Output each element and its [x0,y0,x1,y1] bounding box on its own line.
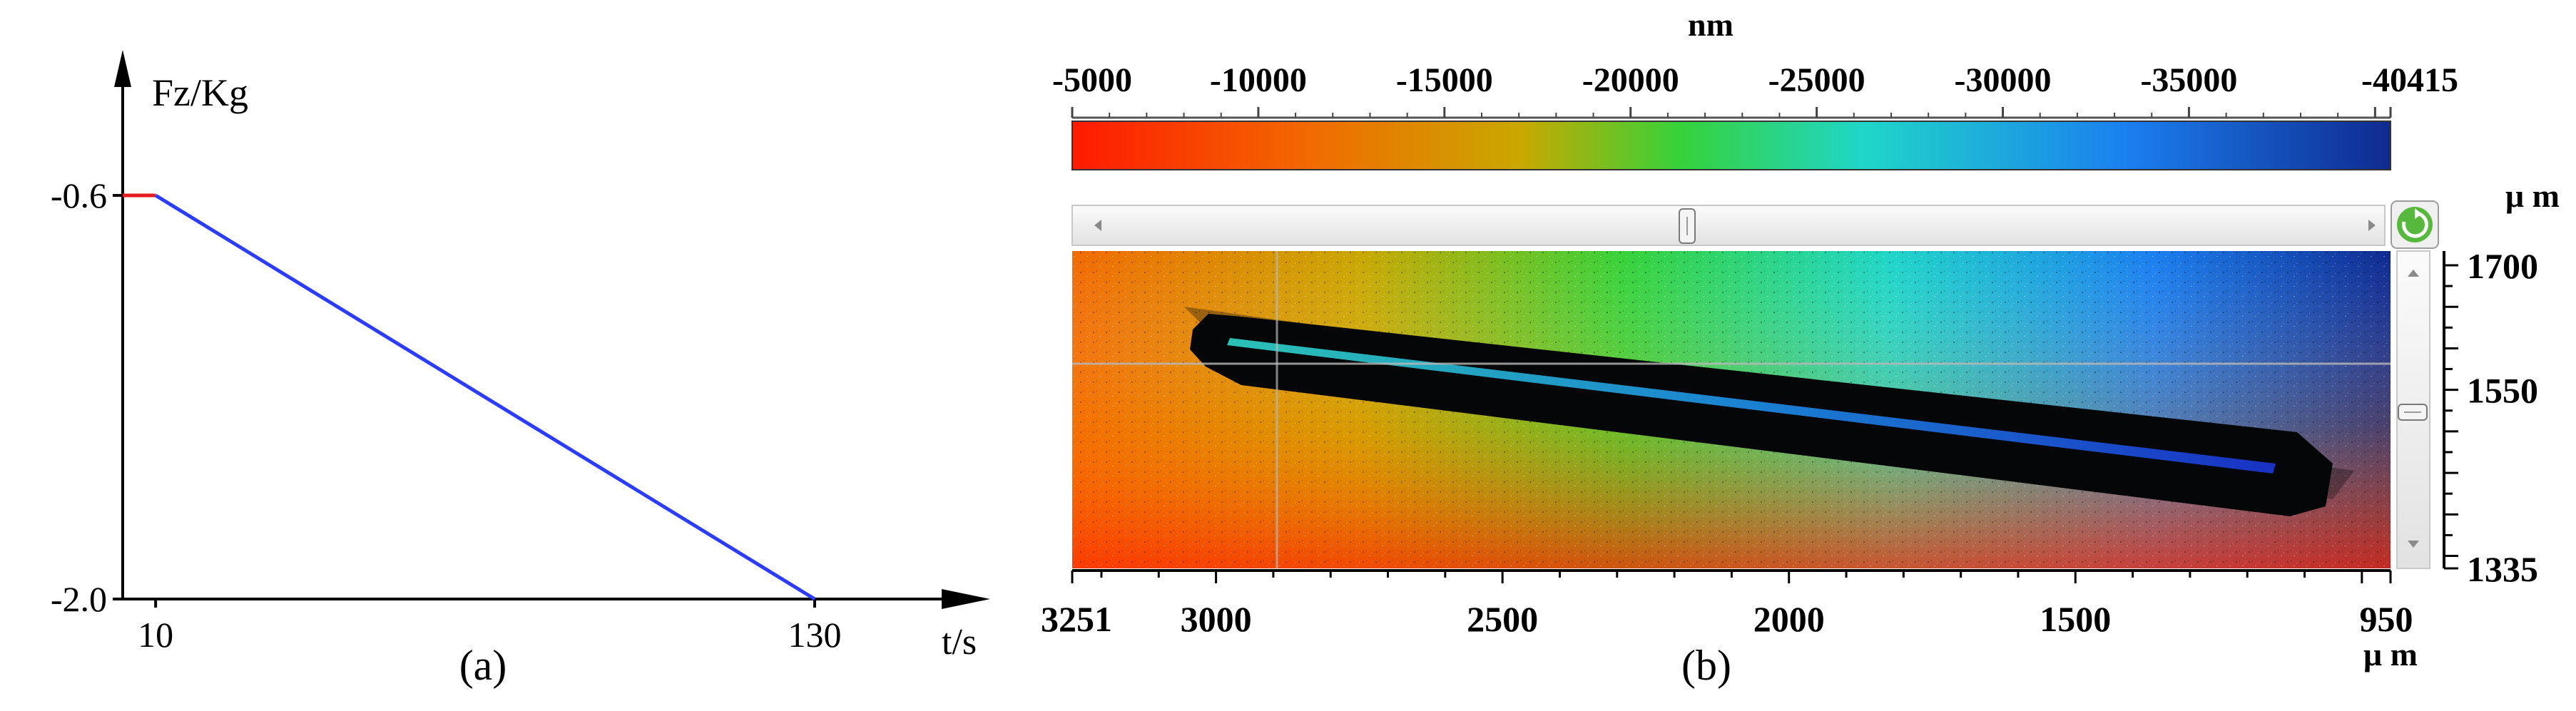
colorbar-tick-label: -20000 [1582,61,1679,99]
caption-b: (b) [1681,642,1731,689]
y-axis-label: Fz/Kg [152,71,248,114]
x-tick-label: 10 [138,615,173,655]
caption-a: (a) [459,642,507,689]
refresh-icon-arc [2402,211,2428,238]
map-x-ticks: 3251 3000 2500 2000 1500 950 [1041,571,2413,639]
height-map-image [1072,251,2391,568]
map-x-tick-label: 2500 [1467,599,1538,639]
colorbar-tick-label: -10000 [1210,61,1307,99]
series-line-2 [154,193,816,601]
map-x-tick-label: 2000 [1753,599,1825,639]
colorbar-tick-label: -5000 [1052,61,1132,99]
y-axis-arrow [114,50,131,87]
colorbar-tick-label: -25000 [1768,61,1865,99]
scroll-left-arrow-icon[interactable] [1094,220,1101,231]
panel-b-heatmap: nm -5000 -10000 -15000 -20000 -25000 -30000 -3… [1041,6,2560,689]
map-x-unit: μ m [2363,636,2418,672]
groove-bottom [1227,338,2276,474]
colorbar [1071,121,2391,170]
map-x-tick-label: 1500 [2040,599,2111,639]
colorbar-tick-labels: -5000 -10000 -15000 -20000 -25000 -30000 -3500… [1052,61,2458,99]
colorbar-tick-label: -35000 [2140,61,2237,99]
map-x-tick-label: 3251 [1041,599,1112,639]
scroll-down-arrow-icon[interactable] [2408,541,2419,548]
y-ticks: -0.6 -2.0 [51,175,123,619]
map-y-ticks: 1700 1550 1335 [2444,246,2538,589]
colorbar-tick-label: -30000 [1955,61,2052,99]
y-tick-label: -2.0 [51,579,107,619]
refresh-icon-arrowhead [2415,208,2422,219]
map-y-tick-label: 1335 [2467,549,2538,589]
refresh-icon[interactable] [2397,207,2433,242]
map-x-tick-label: 950 [2360,599,2413,639]
colorbar-tick-label: -40415 [2361,61,2458,99]
horizontal-scrollbar[interactable] [1071,205,2386,246]
x-axis-arrow [942,589,990,609]
y-tick-label: -0.6 [51,175,107,215]
x-ticks: 10 130 [138,599,842,655]
map-y-tick-label: 1550 [2467,371,2538,411]
x-axis-label: t/s [942,622,977,663]
map-y-unit: μ m [2505,178,2560,214]
map-x-tick-label: 3000 [1181,599,1252,639]
map-y-tick-label: 1700 [2467,246,2538,286]
refresh-button[interactable] [2391,200,2439,249]
series-group [123,193,816,601]
colorbar-ticks [1071,107,2392,118]
x-tick-label: 130 [788,615,842,655]
panel-a-chart: Fz/Kg t/s -0.6 -2.0 10 130 (a) [51,50,990,689]
colorbar-tick-label: -15000 [1396,61,1493,99]
scroll-right-arrow-icon[interactable] [2368,220,2376,231]
scroll-up-arrow-icon[interactable] [2408,270,2419,277]
colorbar-unit: nm [1688,6,1734,43]
